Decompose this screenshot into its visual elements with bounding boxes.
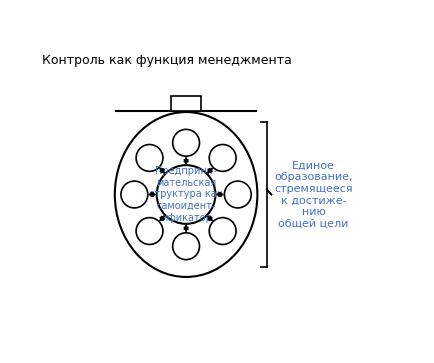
Bar bbox=[171, 96, 201, 111]
Circle shape bbox=[136, 218, 163, 244]
Ellipse shape bbox=[115, 112, 257, 277]
Circle shape bbox=[173, 233, 200, 260]
Text: Предприни-
мательская
структура как
самоидент-
ификатор: Предприни- мательская структура как само… bbox=[149, 166, 223, 223]
Circle shape bbox=[121, 181, 148, 208]
Text: Контроль как функция менеджмента: Контроль как функция менеджмента bbox=[42, 54, 292, 67]
Text: Единое
образование,
стремящееся
к достиже-
нию
общей цели: Единое образование, стремящееся к достиж… bbox=[274, 160, 353, 228]
Circle shape bbox=[136, 144, 163, 171]
Circle shape bbox=[209, 218, 236, 244]
Circle shape bbox=[224, 181, 251, 208]
Circle shape bbox=[157, 165, 215, 224]
Circle shape bbox=[173, 129, 200, 156]
Circle shape bbox=[209, 144, 236, 171]
